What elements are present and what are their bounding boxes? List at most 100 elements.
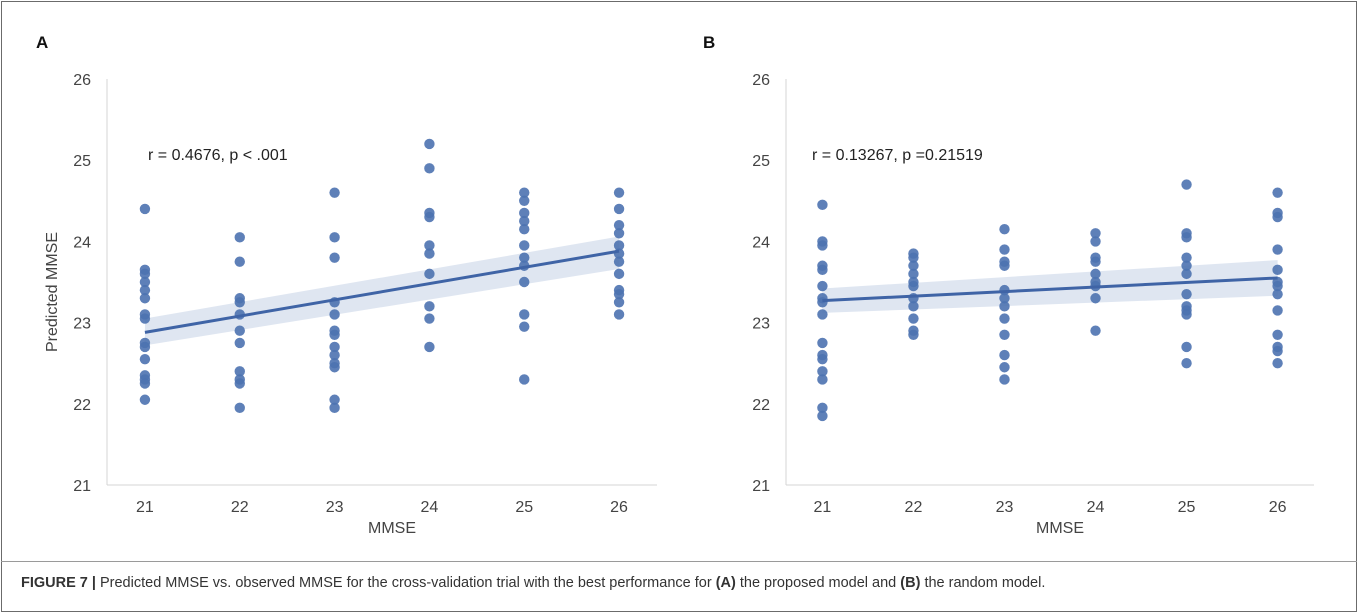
- data-point: [999, 260, 1010, 271]
- chart-panel-b: B 21 22 23 24 25 26 21 22 23 24 25 26 MMSE r = 0.13267…: [703, 33, 1314, 537]
- data-point: [519, 374, 530, 385]
- data-point: [817, 199, 828, 211]
- data-point: [1181, 358, 1192, 369]
- regression-line: [822, 276, 1278, 303]
- data-point: [1090, 268, 1101, 280]
- figure-charts: A 21 22 23 24 25 26 21 22 23 24 25 26 MMSE Predicted M…: [36, 33, 1314, 537]
- data-point: [234, 232, 245, 243]
- data-point: [1181, 341, 1192, 353]
- y-tick-label: 21: [73, 478, 91, 495]
- data-point: [613, 309, 625, 320]
- data-point: [1181, 260, 1192, 271]
- data-point: [139, 268, 151, 280]
- data-point: [329, 187, 340, 198]
- data-point: [999, 224, 1010, 235]
- data-point: [1090, 325, 1101, 336]
- data-point: [1181, 288, 1192, 300]
- data-point: [817, 264, 828, 276]
- data-point: [329, 349, 340, 361]
- data-point: [424, 163, 435, 174]
- y-tick-label: 21: [752, 478, 770, 495]
- data-point: [1090, 236, 1101, 247]
- data-point: [424, 341, 435, 353]
- data-point: [1272, 345, 1283, 357]
- data-point: [519, 187, 530, 198]
- data-point: [1181, 268, 1192, 280]
- data-point: [234, 337, 245, 349]
- data-point: [139, 394, 151, 405]
- data-point: [613, 288, 625, 300]
- chart-panel-a: A 21 22 23 24 25 26 21 22 23 24 25 26 MMSE Predicted M…: [36, 33, 657, 537]
- data-point: [817, 280, 828, 292]
- data-point: [817, 240, 828, 251]
- caption-ref-a: (A): [715, 575, 736, 591]
- data-point: [1272, 329, 1283, 340]
- data-point: [1272, 358, 1283, 369]
- confidence-band: [822, 260, 1278, 313]
- x-axis-label: MMSE: [1036, 520, 1084, 537]
- data-point: [1090, 293, 1101, 304]
- data-point: [908, 313, 919, 324]
- data-point: [519, 207, 530, 219]
- data-point: [613, 297, 625, 308]
- data-point: [424, 268, 435, 280]
- data-point: [139, 284, 151, 296]
- data-point: [234, 325, 245, 336]
- data-point: [329, 394, 340, 405]
- panel-label: B: [703, 33, 715, 52]
- figure-caption: FIGURE 7 | Predicted MMSE vs. observed M…: [21, 575, 1341, 591]
- data-point: [424, 240, 435, 251]
- caption-text-1: Predicted MMSE vs. observed MMSE for the…: [95, 575, 716, 591]
- data-point: [1272, 288, 1283, 300]
- data-point: [234, 256, 245, 267]
- data-point: [424, 211, 435, 223]
- x-tick-label: 25: [515, 499, 533, 516]
- regression-line: [144, 249, 620, 334]
- data-point: [234, 378, 245, 389]
- y-tick-label: 22: [73, 397, 91, 414]
- caption-divider: [1, 561, 1357, 562]
- data-point: [519, 321, 530, 332]
- data-point: [817, 353, 828, 365]
- x-tick-label: 22: [231, 499, 249, 516]
- data-point: [139, 203, 151, 215]
- data-point: [817, 309, 828, 320]
- data-point: [613, 228, 625, 239]
- data-point: [999, 301, 1010, 312]
- x-tick-label: 23: [996, 499, 1014, 516]
- y-tick-label: 22: [752, 397, 770, 414]
- y-axis-label: Predicted MMSE: [44, 232, 61, 352]
- data-point: [329, 232, 340, 243]
- data-point: [1090, 228, 1101, 239]
- data-point: [139, 378, 151, 389]
- data-point: [908, 301, 919, 312]
- caption-text-3: the random model.: [920, 575, 1046, 591]
- data-point: [1090, 256, 1101, 267]
- data-point: [817, 410, 828, 422]
- data-point: [519, 195, 530, 206]
- data-point: [139, 353, 151, 365]
- data-point: [234, 402, 245, 414]
- data-point: [999, 374, 1010, 385]
- data-point: [1272, 187, 1283, 198]
- data-point: [999, 244, 1010, 255]
- data-point: [329, 252, 340, 263]
- data-point: [329, 309, 340, 320]
- data-point: [613, 203, 625, 215]
- x-tick-label: 22: [905, 499, 923, 516]
- data-point: [329, 402, 340, 414]
- x-tick-label: 25: [1178, 499, 1196, 516]
- data-point: [519, 276, 530, 288]
- y-tick-label: 24: [752, 234, 770, 251]
- data-point: [139, 293, 151, 304]
- data-point: [1181, 309, 1192, 320]
- data-point: [519, 224, 530, 235]
- data-point: [139, 276, 151, 288]
- data-point: [519, 309, 530, 320]
- data-point: [613, 268, 625, 280]
- x-tick-label: 21: [814, 499, 832, 516]
- data-point: [1181, 179, 1192, 190]
- data-point: [234, 297, 245, 308]
- panel-label: A: [36, 33, 48, 52]
